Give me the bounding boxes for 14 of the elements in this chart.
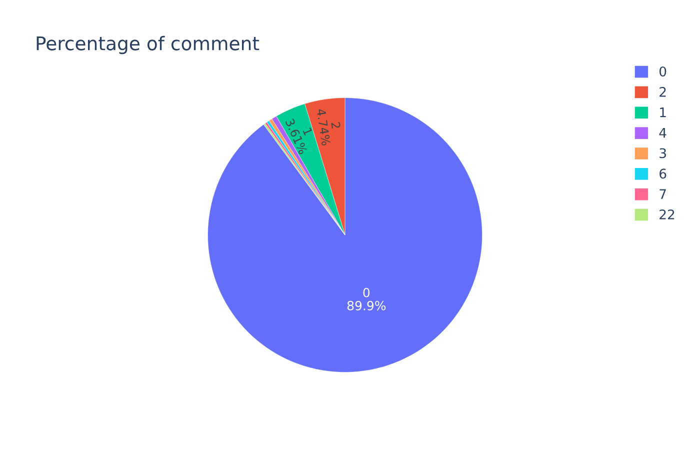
data-label: 89.9%: [347, 300, 386, 310]
legend-label: 2: [660, 86, 666, 97]
slice-label: 0: [363, 288, 370, 298]
legend-label: 6: [660, 168, 666, 179]
slice-label: 2: [331, 122, 341, 129]
legend-label: 1: [660, 108, 666, 118]
data-label: 4.74%: [316, 108, 331, 146]
legend-label: 4: [659, 128, 666, 138]
pie-slice: [208, 98, 482, 372]
legend-label: 7: [660, 189, 666, 199]
legend-label: 0: [659, 66, 666, 76]
legend-label: 3: [660, 148, 666, 158]
legend-label: 22: [660, 209, 674, 220]
chart-title: Percentage of comment: [36, 36, 260, 54]
